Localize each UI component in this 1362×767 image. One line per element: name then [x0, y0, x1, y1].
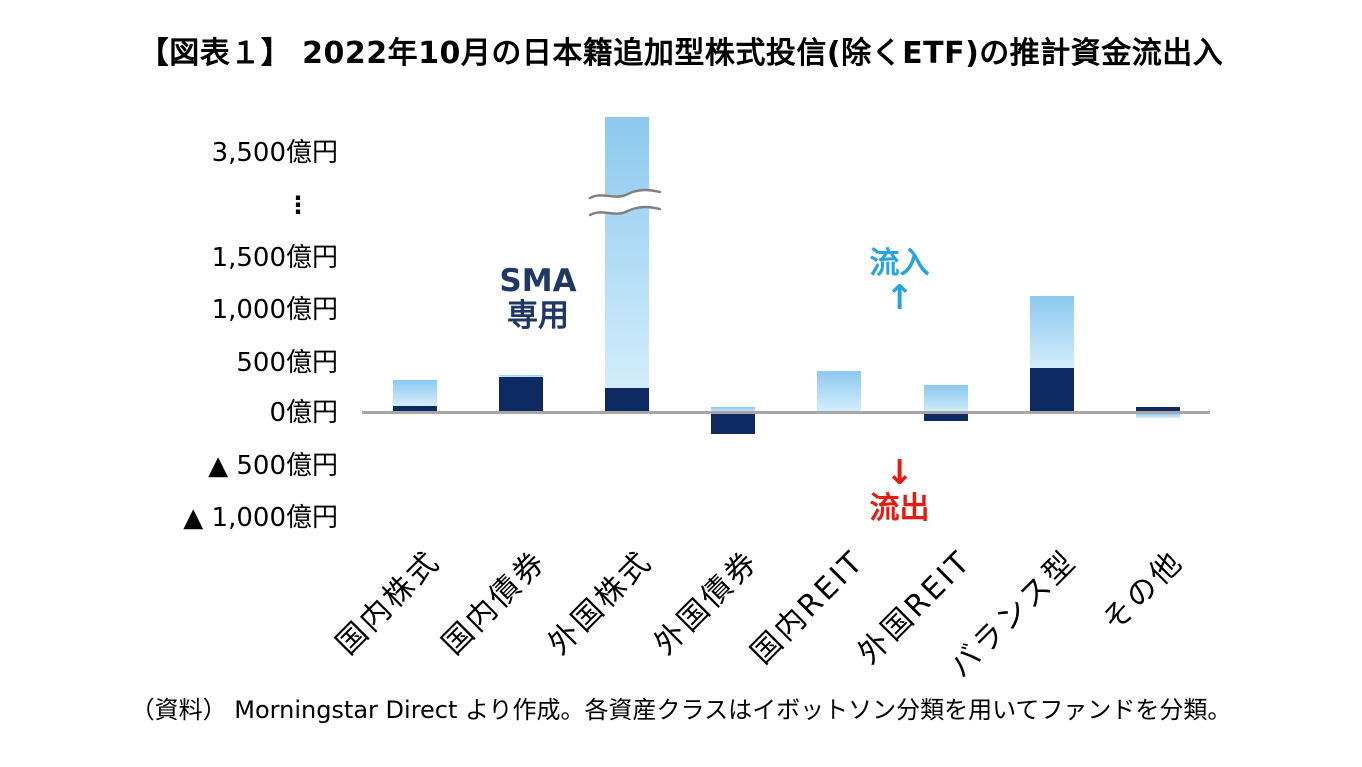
x-axis-label: 国内債券: [435, 543, 554, 662]
bar-segment-sma-3: [711, 413, 756, 434]
bar-segment-sma-5: [923, 413, 968, 422]
up-arrow-icon: ↑: [885, 277, 914, 318]
outflow-label: 流出: [869, 490, 930, 526]
y-axis-tick: ▲ 500億円: [208, 451, 338, 481]
y-axis-tick: ▲ 1,000億円: [183, 503, 338, 533]
sma-annotation-line1: SMA: [499, 263, 577, 299]
bar-segment-general-5: [923, 384, 968, 413]
x-axis-label: その他: [1095, 543, 1191, 639]
bar-segment-sma-0: [392, 405, 437, 413]
x-axis-line: [362, 411, 1210, 414]
y-axis-tick: 1,000億円: [211, 295, 338, 325]
bar-segment-sma-2: [604, 388, 649, 413]
bar-segment-general-2: [604, 117, 649, 388]
chart-title: 【図表１】 2022年10月の日本籍追加型株式投信(除くETF)の推計資金流出入: [138, 36, 1224, 71]
outflow-annotation: ↓ 流出: [852, 453, 947, 526]
axis-break-mark: [588, 188, 662, 217]
bar-segment-general-7: [1135, 413, 1180, 419]
inflow-label: 流入: [869, 246, 930, 281]
bar-segment-sma-1: [498, 376, 543, 413]
bar-segment-general-3: [711, 406, 756, 413]
bar-segment-sma-6: [1029, 368, 1074, 413]
y-axis-tick: 3,500億円: [211, 138, 338, 168]
y-axis-tick: 1,500億円: [211, 243, 338, 273]
x-axis-label: 外国株式: [541, 543, 660, 662]
y-axis-tick: ⋮: [286, 191, 310, 219]
down-arrow-icon: ↓: [885, 453, 914, 493]
y-axis-tick: 0億円: [269, 398, 338, 428]
x-axis-label: 国内REIT: [744, 543, 872, 672]
bar-segment-general-6: [1029, 295, 1074, 369]
bar-segment-general-0: [392, 379, 437, 406]
y-axis-tick: 500億円: [236, 348, 338, 378]
x-axis-label: 国内株式: [329, 543, 448, 662]
bar-segment-sma-7: [1135, 406, 1180, 413]
sma-annotation-line2: 専用: [507, 297, 569, 334]
inflow-annotation: 流入 ↑: [852, 247, 947, 316]
bar-segment-general-4: [817, 371, 862, 411]
source-note: （資料） Morningstar Direct より作成。各資産クラスはイボット…: [130, 696, 1232, 724]
bar-segment-general-1: [498, 374, 543, 377]
sma-annotation: SMA 専用: [483, 264, 593, 333]
